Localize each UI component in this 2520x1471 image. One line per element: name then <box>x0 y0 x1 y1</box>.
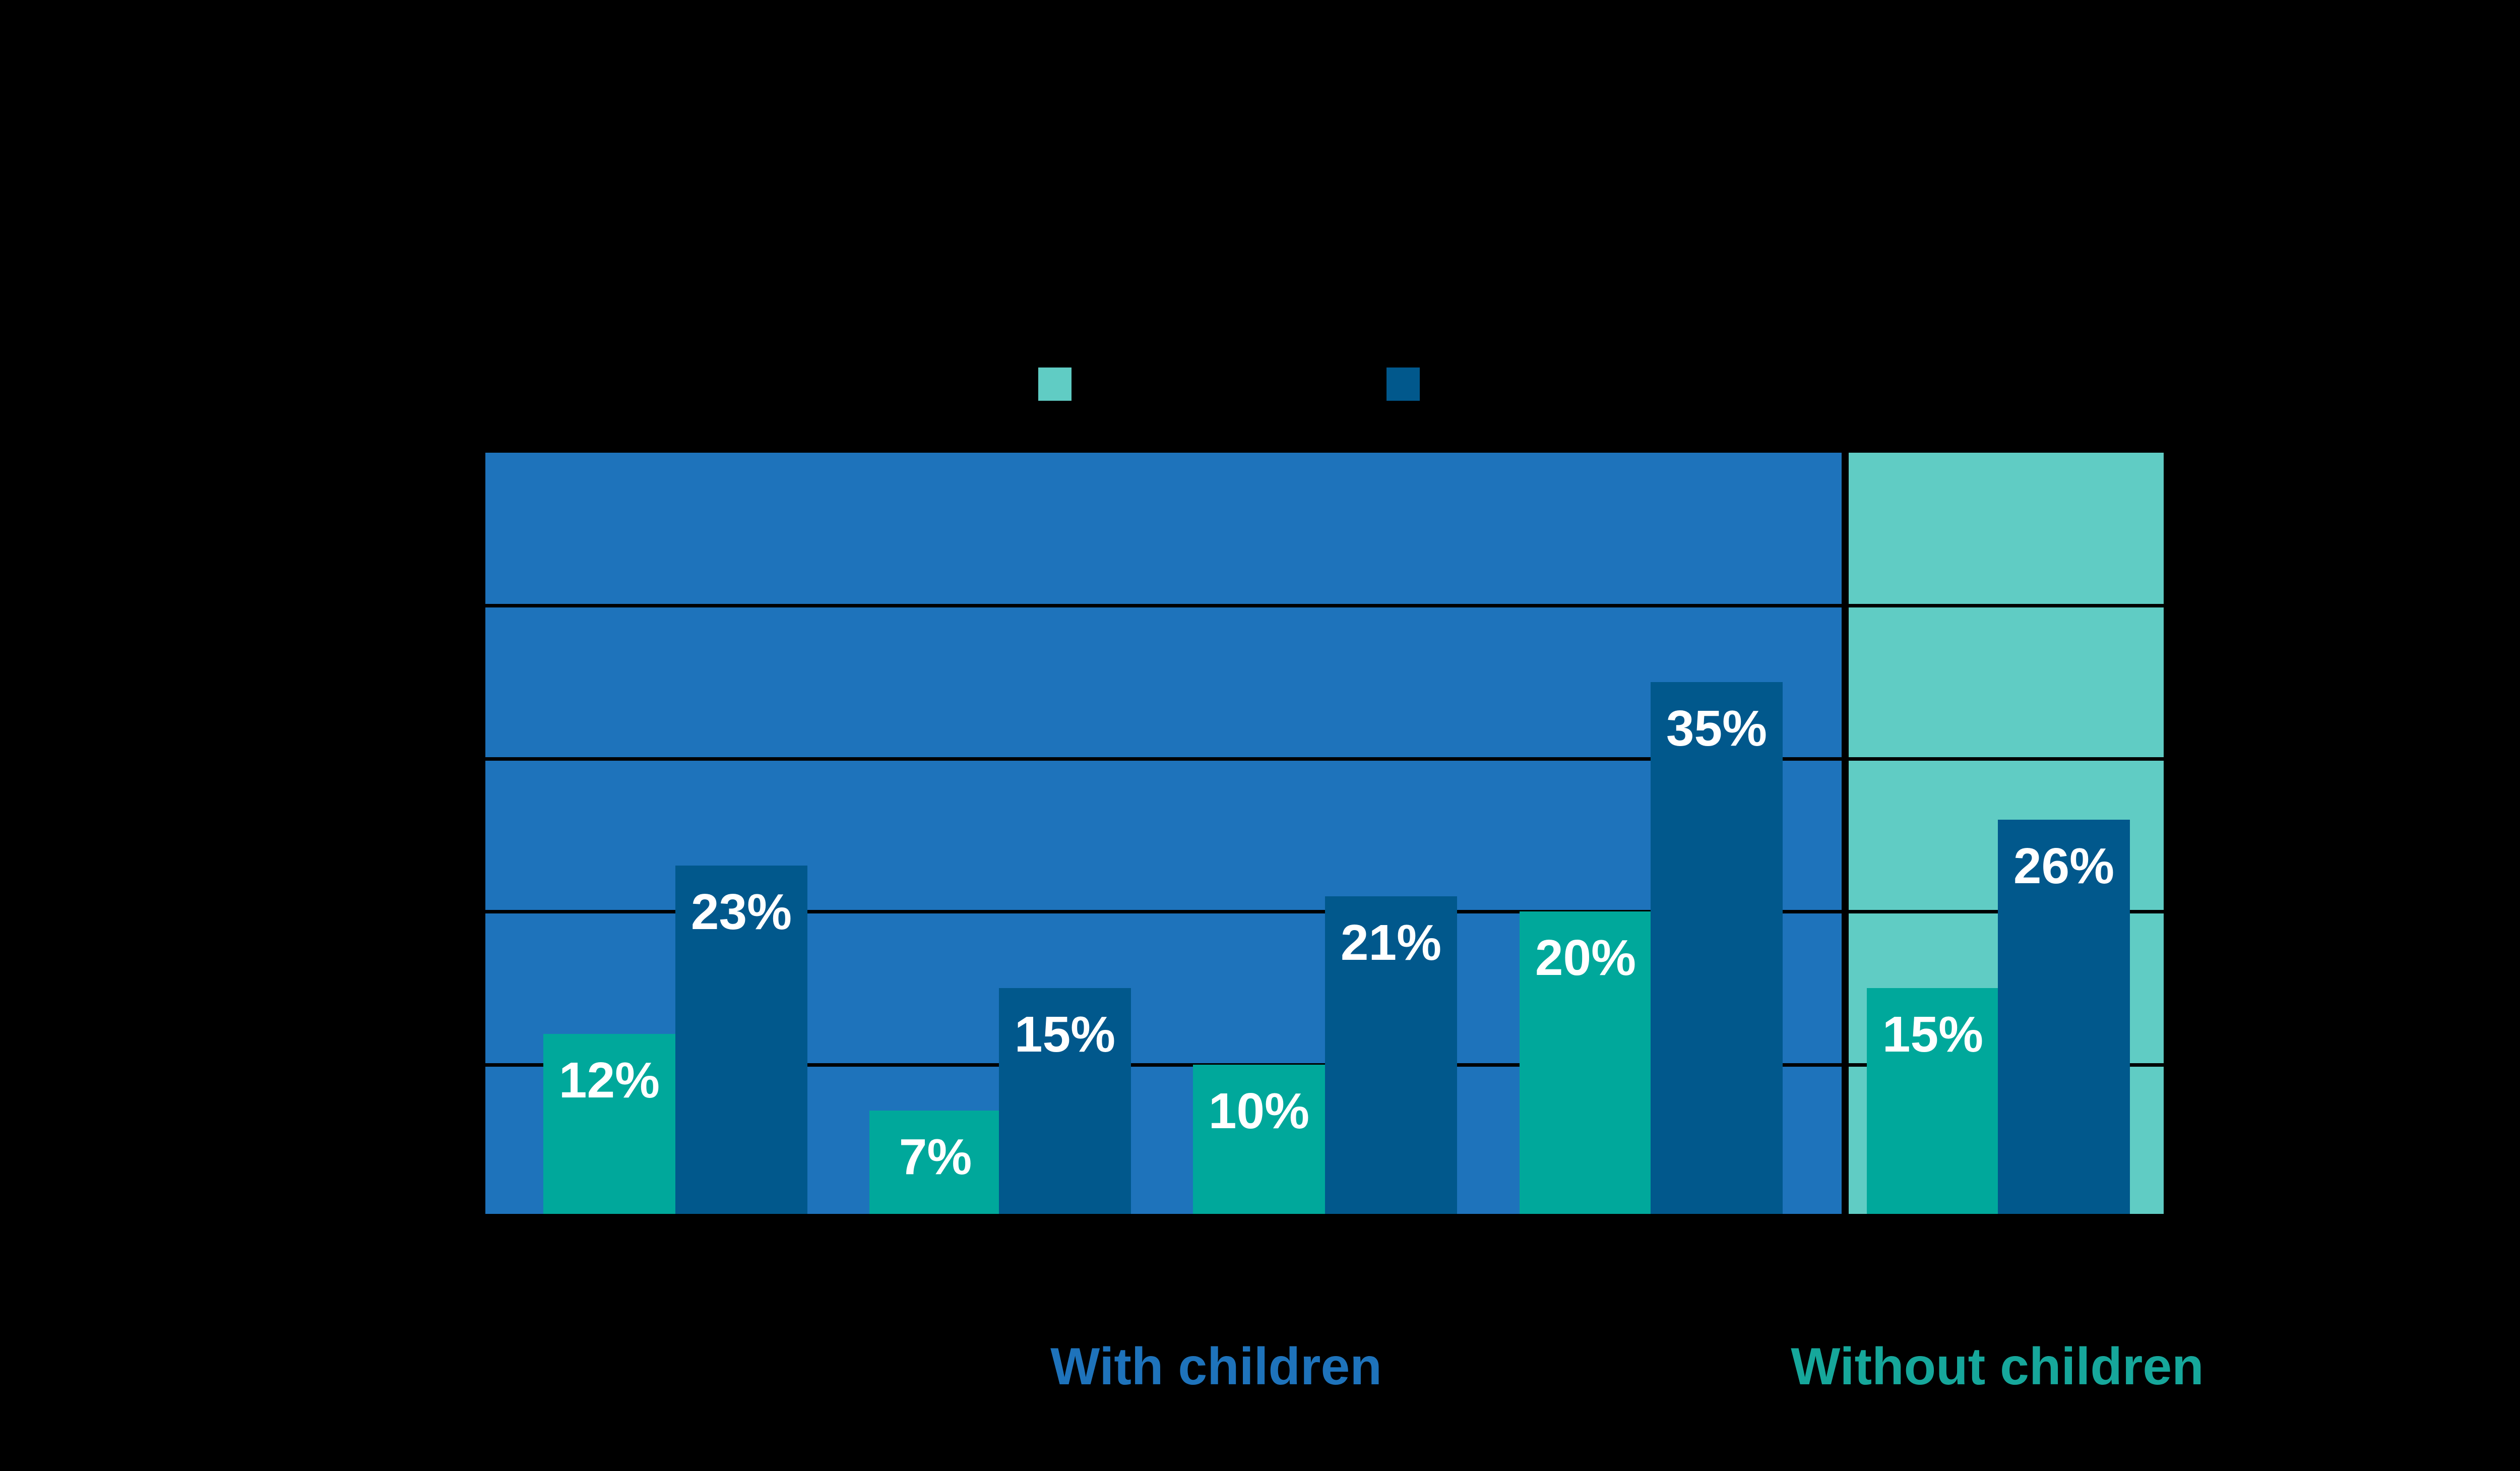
bar-teal-pair3: 10% <box>1193 1064 1325 1217</box>
gridline-40pct <box>485 604 2164 607</box>
bar-teal-pair1: 12% <box>543 1033 675 1217</box>
legend-swatch-teal <box>1038 367 1072 401</box>
bar-dark-blue-pair2: 15% <box>999 988 1131 1217</box>
bar-dark-blue-pair1: 23% <box>675 866 807 1217</box>
bar-value-label: 35% <box>1666 700 1768 757</box>
bar-value-label: 12% <box>558 1052 660 1109</box>
group-label-without-children: Without children <box>1791 1337 2204 1396</box>
bar-teal-pair2: 7% <box>869 1110 1001 1217</box>
bar-teal-pair5: 15% <box>1867 988 1999 1217</box>
gridline-20pct <box>485 910 2164 913</box>
x-axis-line <box>485 1214 2164 1217</box>
group-label-with-children: With children <box>1050 1337 1382 1396</box>
bar-value-label: 7% <box>899 1128 972 1185</box>
bar-value-label: 23% <box>690 884 792 941</box>
bar-dark-blue-pair5: 26% <box>1998 820 2130 1217</box>
bar-dark-blue-pair4: 35% <box>1651 682 1783 1217</box>
gridline-30pct <box>485 757 2164 761</box>
bar-value-label: 15% <box>1014 1006 1116 1063</box>
bar-value-label: 26% <box>2013 838 2115 895</box>
bar-value-label: 20% <box>1535 930 1636 987</box>
legend-swatch-dark-blue <box>1387 367 1420 401</box>
bar-value-label: 10% <box>1208 1082 1310 1139</box>
plot-area: 12% 23% 7% 15% 10% 21% 20% 35% 15% <box>485 453 2164 1217</box>
bar-value-label: 15% <box>1882 1006 1984 1063</box>
bar-teal-pair4: 20% <box>1520 911 1652 1217</box>
bar-value-label: 21% <box>1340 914 1442 971</box>
bar-dark-blue-pair3: 21% <box>1325 896 1457 1217</box>
